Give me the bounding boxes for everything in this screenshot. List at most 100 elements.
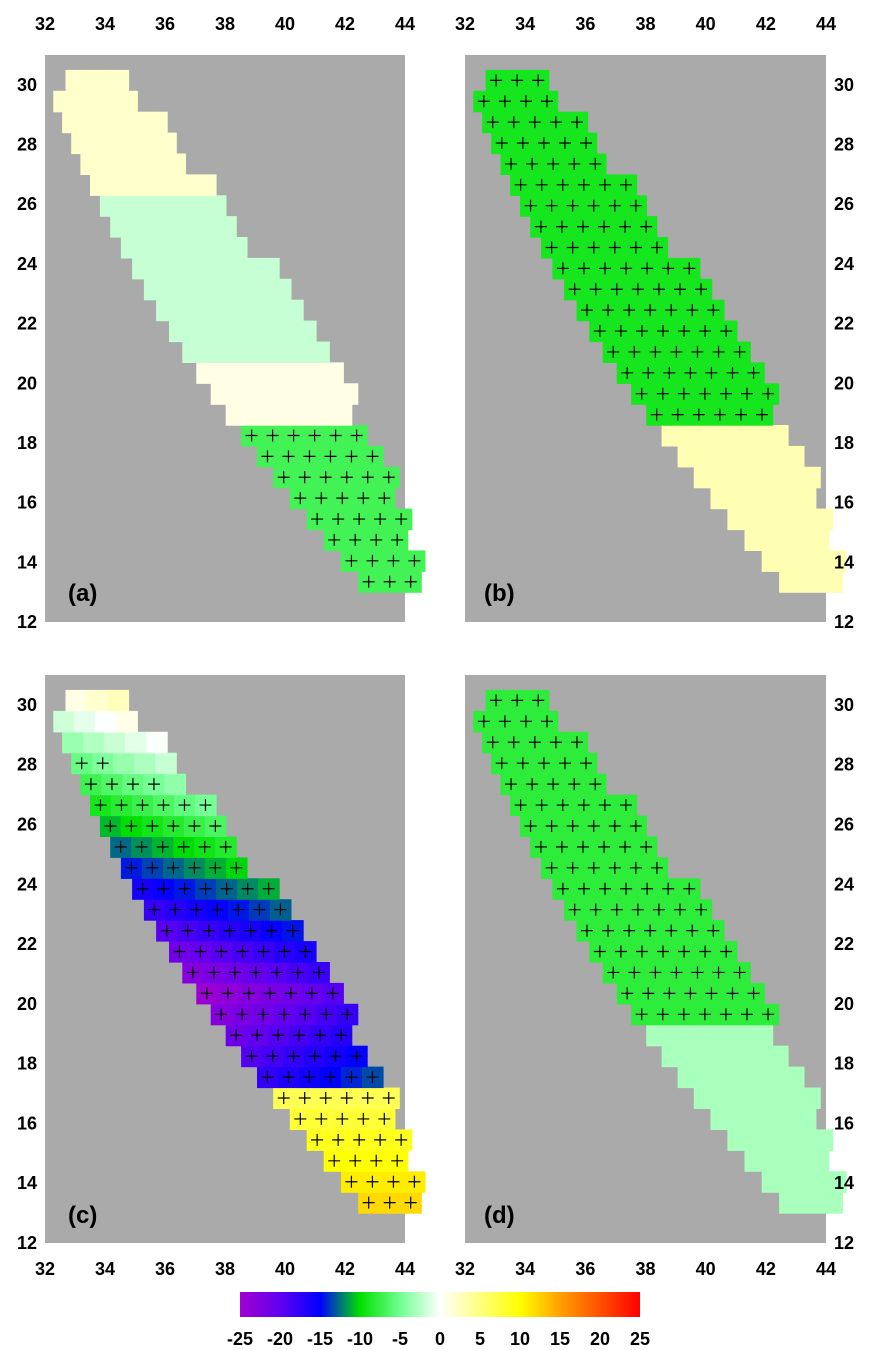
y-tick-label: 30 xyxy=(834,695,854,715)
significance-marker xyxy=(621,366,634,379)
grid-cell xyxy=(677,445,700,468)
significance-marker xyxy=(698,387,711,400)
significance-marker xyxy=(477,715,490,728)
significance-marker xyxy=(556,262,569,275)
significance-marker xyxy=(587,861,600,874)
grid-cell xyxy=(253,320,275,343)
y-tick-label: 12 xyxy=(17,612,37,632)
significance-marker xyxy=(362,1196,375,1209)
colorbar-tick-label: -10 xyxy=(347,1329,373,1349)
significance-marker xyxy=(282,1071,295,1084)
significance-marker xyxy=(662,882,675,895)
significance-marker xyxy=(545,241,558,254)
significance-marker xyxy=(408,554,421,567)
significance-marker xyxy=(662,262,675,275)
significance-marker xyxy=(610,283,623,296)
grid-cell xyxy=(113,132,135,155)
significance-marker xyxy=(167,819,180,832)
grid-cell xyxy=(782,1171,805,1193)
grid-cell xyxy=(86,689,109,712)
colorbar-tick-label: -5 xyxy=(392,1329,408,1349)
significance-marker xyxy=(357,1112,370,1125)
significance-marker xyxy=(277,471,290,484)
y-tick-label: 14 xyxy=(834,1173,854,1193)
significance-marker xyxy=(547,157,560,170)
significance-marker xyxy=(374,513,387,526)
significance-marker xyxy=(535,799,548,812)
significance-marker xyxy=(408,1175,421,1188)
x-tick-label: 38 xyxy=(215,1259,235,1279)
significance-marker xyxy=(740,387,753,400)
significance-marker xyxy=(599,882,612,895)
significance-marker xyxy=(215,1008,228,1021)
colorbar-tick-label: 10 xyxy=(510,1329,530,1349)
grid-cell xyxy=(131,216,153,238)
significance-marker xyxy=(298,1092,311,1105)
x-tick-label: 44 xyxy=(816,1259,836,1279)
significance-marker xyxy=(361,1092,374,1105)
y-tick-label: 30 xyxy=(834,75,854,95)
significance-marker xyxy=(650,408,663,421)
significance-marker xyxy=(188,861,201,874)
grid-cell xyxy=(824,550,847,572)
significance-marker xyxy=(265,924,278,937)
significance-marker xyxy=(580,137,593,150)
significance-marker xyxy=(528,736,541,749)
y-tick-label: 12 xyxy=(17,1233,37,1253)
significance-marker xyxy=(677,387,690,400)
grid-cell xyxy=(273,383,296,405)
significance-marker xyxy=(198,840,211,853)
grid-cell xyxy=(153,257,175,280)
significance-marker xyxy=(686,924,699,937)
grid-cell xyxy=(125,731,147,754)
grid-cell xyxy=(240,299,262,322)
significance-marker xyxy=(242,987,255,1000)
grid-cell xyxy=(238,362,260,384)
grid-cell xyxy=(182,341,204,363)
grid-cell xyxy=(308,341,330,363)
significance-marker xyxy=(608,819,621,832)
grid-cell xyxy=(190,320,212,343)
significance-marker xyxy=(294,1112,307,1125)
significance-marker xyxy=(245,1050,258,1063)
significance-marker xyxy=(608,861,621,874)
grid-cell xyxy=(288,404,311,426)
grid-cell xyxy=(744,1150,767,1172)
significance-marker xyxy=(294,492,307,505)
significance-marker xyxy=(311,513,324,526)
grid-cell xyxy=(141,237,164,259)
significance-marker xyxy=(215,945,228,958)
x-tick-label: 42 xyxy=(756,1259,776,1279)
significance-marker xyxy=(734,408,747,421)
significance-marker xyxy=(545,199,558,212)
panel-d-y-tick-labels: 12 14 16 18 20 22 24 26 28 30 xyxy=(834,695,854,1253)
significance-marker xyxy=(169,903,182,916)
significance-marker xyxy=(209,861,222,874)
significance-marker xyxy=(220,882,233,895)
significance-marker xyxy=(705,987,718,1000)
significance-marker xyxy=(349,533,362,546)
significance-marker xyxy=(332,513,345,526)
grid-cell xyxy=(794,487,817,510)
grid-cell xyxy=(204,237,227,259)
grid-cell xyxy=(682,425,705,447)
significance-marker xyxy=(705,366,718,379)
significance-marker xyxy=(286,924,299,937)
significance-marker xyxy=(125,861,138,874)
grid-cell xyxy=(146,111,168,134)
y-tick-label: 20 xyxy=(17,994,37,1014)
grid-cell xyxy=(116,710,138,733)
significance-marker xyxy=(656,387,669,400)
grid-cell xyxy=(765,529,788,551)
significance-marker xyxy=(516,137,529,150)
significance-marker xyxy=(566,241,579,254)
significance-marker xyxy=(598,799,611,812)
significance-marker xyxy=(328,533,341,546)
grid-cell xyxy=(698,1066,721,1089)
significance-marker xyxy=(366,450,379,463)
x-tick-label: 34 xyxy=(95,1259,115,1279)
significance-marker xyxy=(635,325,648,338)
significance-marker xyxy=(635,945,648,958)
significance-marker xyxy=(762,1008,775,1021)
grid-cell xyxy=(83,111,105,134)
